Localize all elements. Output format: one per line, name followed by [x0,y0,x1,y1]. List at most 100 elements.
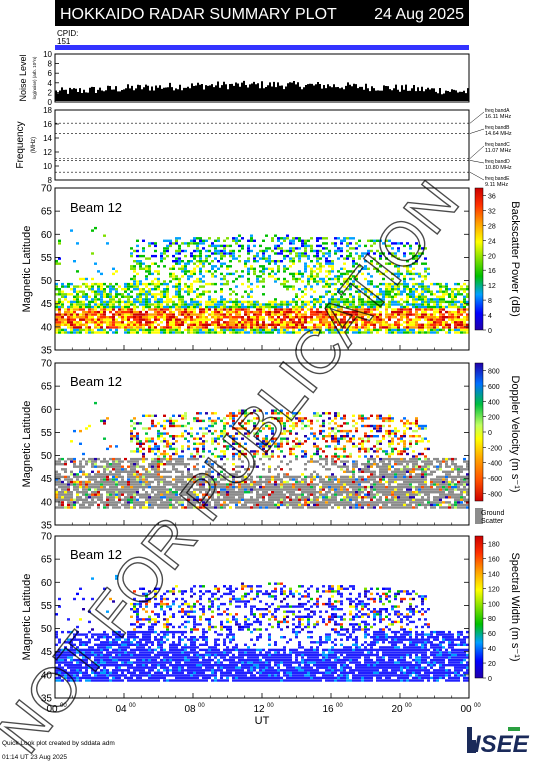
heatmap-cell [94,466,97,468]
heatmap-cell [331,263,334,265]
heatmap-cell [148,466,151,468]
heatmap-cell [148,319,151,321]
heatmap-cell [139,311,142,313]
heatmap-cell [256,306,259,308]
heatmap-cell [193,443,196,445]
heatmap-cell [280,486,283,488]
heatmap-cell [187,432,190,434]
heatmap-cell [166,331,169,333]
heatmap-cell [115,329,118,331]
heatmap-cell [334,250,337,252]
heatmap-cell [106,506,109,508]
heatmap-cell [286,280,289,282]
heatmap-cell [463,288,466,290]
heatmap-cell [130,440,133,442]
heatmap-cell [64,471,67,473]
heatmap-cell [280,308,283,310]
lat-tick-label: 40 [41,322,53,333]
heatmap-cell [454,313,457,315]
heatmap-cell [160,283,163,285]
heatmap-cell [133,260,136,262]
heatmap-cell [154,488,157,490]
heatmap-cell [136,293,139,295]
heatmap-cell [235,313,238,315]
heatmap-cell [439,285,442,287]
heatmap-cell [172,273,175,275]
heatmap-cell [247,501,250,503]
heatmap-cell [259,496,262,498]
heatmap-cell [331,501,334,503]
heatmap-cell [229,265,232,267]
heatmap-cell [70,496,73,498]
heatmap-cell [136,499,139,501]
heatmap-cell [343,496,346,498]
heatmap-cell [325,504,328,506]
heatmap-cell [67,313,70,315]
heatmap-cell [181,455,184,457]
heatmap-cell [211,265,214,267]
freq-band-leader [470,172,484,180]
heatmap-cell [76,301,79,303]
heatmap-cell [430,319,433,321]
heatmap-cell [94,313,97,315]
heatmap-cell [316,283,319,285]
heatmap-cell [79,443,82,445]
heatmap-cell [94,263,97,265]
heatmap-cell [103,422,106,424]
heatmap-cell [343,481,346,483]
heatmap-cell [154,242,157,244]
heatmap-cell [76,486,79,488]
heatmap-cell [358,417,361,419]
heatmap-cell [118,491,121,493]
heatmap-cell [217,324,220,326]
heatmap-cell [139,476,142,478]
heatmap-cell [298,288,301,290]
heatmap-cell [208,425,211,427]
heatmap-cell [361,504,364,506]
heatmap-cell [106,303,109,305]
heatmap-cell [70,283,73,285]
heatmap-cell [355,501,358,503]
heatmap-cell [271,491,274,493]
heatmap-cell [286,481,289,483]
heatmap-cell [73,285,76,287]
heatmap-cell [199,303,202,305]
heatmap-cell [139,329,142,331]
heatmap-cell [73,313,76,315]
heatmap-cell [337,504,340,506]
heatmap-cell [184,417,187,419]
heatmap-cell [211,321,214,323]
heatmap-cell [262,306,265,308]
heatmap-cell [199,260,202,262]
heatmap-cell [364,486,367,488]
heatmap-cell [238,313,241,315]
heatmap-cell [151,463,154,465]
heatmap-cell [199,427,202,429]
heatmap-cell [130,450,133,452]
heatmap-cell [283,483,286,485]
heatmap-cell [277,313,280,315]
heatmap-cell [343,506,346,508]
heatmap-cell [409,293,412,295]
heatmap-cell [307,303,310,305]
heatmap-cell [295,252,298,254]
heatmap-cell [418,298,421,300]
heatmap-cell [262,268,265,270]
heatmap-cell [250,291,253,293]
heatmap-cell [247,252,250,254]
heatmap-cell [178,425,181,427]
heatmap-cell [355,481,358,483]
heatmap-cell [247,296,250,298]
heatmap-cell [181,242,184,244]
heatmap-cell [112,494,115,496]
heatmap-cell [82,504,85,506]
heatmap-cell [280,324,283,326]
heatmap-cell [439,324,442,326]
heatmap-cell [169,319,172,321]
heatmap-cell [316,273,319,275]
heatmap-cell [88,311,91,313]
heatmap-cell [367,466,370,468]
heatmap-cell [97,303,100,305]
heatmap-cell [112,458,115,460]
heatmap-cell [115,301,118,303]
